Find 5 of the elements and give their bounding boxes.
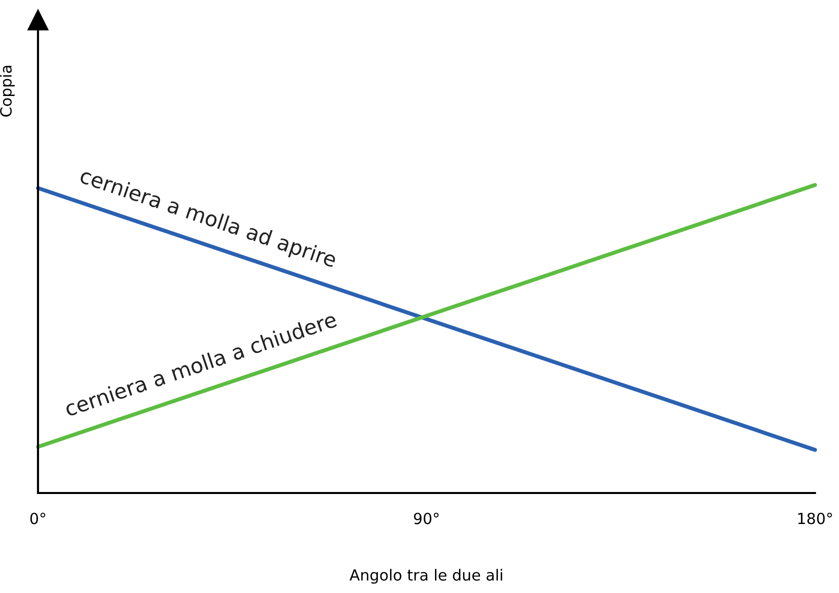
y-axis-title: Coppia [0,66,15,117]
x-tick-label: 90° [414,512,439,524]
x-tick-label: 0° [30,512,46,524]
x-tick-label: 180° [798,512,832,524]
x-axis-title: Angolo tra le due ali [350,568,502,584]
